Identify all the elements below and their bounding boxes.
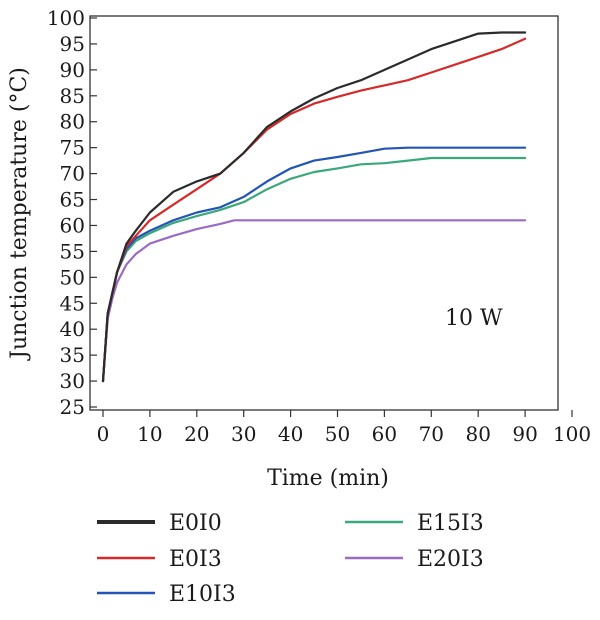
x-tick-label: 10	[137, 422, 162, 446]
series-lines	[101, 31, 527, 383]
series-line-e15i3	[101, 156, 527, 383]
x-tick-label: 70	[419, 422, 444, 446]
y-tick-label: 80	[60, 110, 85, 134]
x-axis-title: Time (min)	[267, 466, 389, 491]
series-line-e10i3	[101, 146, 527, 383]
x-tick-label: 20	[184, 422, 209, 446]
series-line-e0i0	[101, 31, 527, 383]
power-annotation: 10 W	[445, 306, 503, 331]
y-tick-label: 45	[60, 291, 85, 315]
y-tick-label: 55	[60, 239, 85, 263]
series-line-e20i3	[101, 219, 527, 383]
x-tick-label: 80	[465, 422, 490, 446]
x-tick-label: 50	[325, 422, 350, 446]
legend-label: E0I3	[169, 547, 222, 572]
legend-label: E10I3	[169, 582, 236, 607]
legend-label: E15I3	[417, 511, 484, 536]
legend-item-e10i3: E10I3	[97, 582, 236, 607]
legend: E0I0 E0I3 E10I3 E15I3 E20I3	[97, 511, 484, 607]
x-tick-label: 40	[278, 422, 303, 446]
legend-label: E20I3	[417, 547, 484, 572]
y-tick-label: 60	[60, 213, 85, 237]
y-tick-label: 65	[60, 188, 85, 212]
y-tick-label: 75	[60, 136, 85, 160]
y-tick-label: 35	[60, 343, 85, 367]
y-tick-label: 30	[60, 369, 85, 393]
y-tick-label: 70	[60, 162, 85, 186]
x-tick-label: 60	[372, 422, 397, 446]
x-tick-label: 0	[97, 422, 110, 446]
y-axis-title: Junction temperature (°C)	[7, 67, 32, 361]
legend-item-e0i3: E0I3	[97, 547, 222, 572]
plot-frame	[89, 15, 559, 411]
legend-item-e0i0: E0I0	[97, 511, 222, 536]
x-tick-label: 100	[553, 422, 591, 446]
legend-label: E0I0	[169, 511, 222, 536]
x-tick-label: 30	[231, 422, 256, 446]
legend-item-e15i3: E15I3	[345, 511, 484, 536]
y-tick-label: 50	[60, 265, 85, 289]
x-tick-label: 90	[512, 422, 537, 446]
y-tick-label: 25	[60, 395, 85, 419]
y-tick-label: 90	[60, 58, 85, 82]
y-tick-label: 85	[60, 84, 85, 108]
y-tick-label: 100	[47, 6, 85, 30]
y-tick-label: 40	[60, 317, 85, 341]
legend-item-e20i3: E20I3	[345, 547, 484, 572]
x-axis: 0 10 20 30 40 50 60 70 80 90 100	[97, 410, 591, 446]
plot-border	[89, 15, 559, 411]
y-tick-label: 95	[60, 32, 85, 56]
